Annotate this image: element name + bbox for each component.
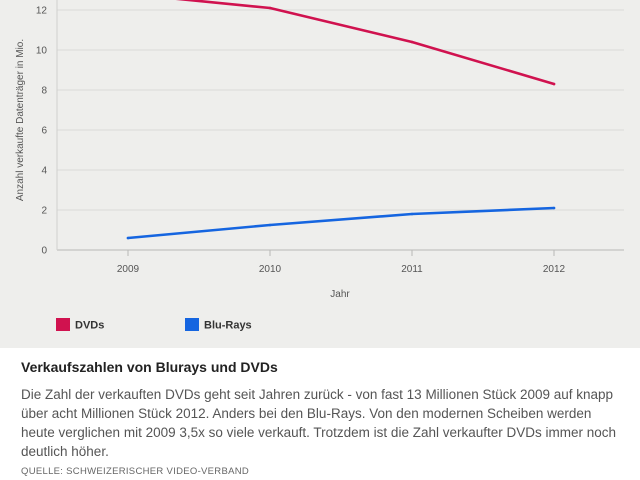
line-chart: 0 2 4 6 8 10 12 2009 2010 2011 2012 Jahr Anzahl verk… <box>15 0 624 332</box>
y-tick-label: 0 <box>41 246 47 257</box>
caption-text: Die Zahl der verkauften DVDs geht seit J… <box>21 387 617 459</box>
y-tick-label: 4 <box>41 166 47 177</box>
y-tick-label: 8 <box>41 86 47 97</box>
data-point-dvds <box>268 6 272 10</box>
caption-title: Verkaufszahlen von Blurays und DVDs <box>21 359 278 375</box>
legend-label: DVDs <box>75 320 104 332</box>
data-point-blu-rays <box>410 212 414 216</box>
data-point-dvds <box>552 82 556 86</box>
caption-source: QUELLE: SCHWEIZERISCHER VIDEO-VERBAND <box>21 466 250 477</box>
x-tick-label: 2012 <box>543 264 566 275</box>
data-point-dvds <box>410 40 414 44</box>
data-point-blu-rays <box>126 236 130 240</box>
data-point-blu-rays <box>552 206 556 210</box>
caption-panel: Verkaufszahlen von Blurays und DVDs Die … <box>0 348 640 480</box>
y-axis-title: Anzahl verkaufte Datenträger in Mio. <box>15 39 26 201</box>
x-tick-label: 2011 <box>401 264 423 275</box>
chart-panel: 0 2 4 6 8 10 12 2009 2010 2011 2012 Jahr Anzahl verk… <box>0 0 640 348</box>
data-point-blu-rays <box>268 223 272 227</box>
x-tick-label: 2009 <box>117 264 140 275</box>
x-tick-label: 2010 <box>259 264 282 275</box>
y-tick-label: 12 <box>36 6 48 17</box>
legend-label: Blu-Rays <box>204 320 252 332</box>
legend-swatch <box>56 318 70 331</box>
series-line-blu-rays <box>126 206 556 240</box>
series-line-dvds <box>175 0 556 86</box>
y-tick-label: 6 <box>41 126 47 137</box>
legend-swatch <box>185 318 199 331</box>
y-tick-label: 10 <box>36 46 48 57</box>
y-tick-label: 2 <box>41 206 47 217</box>
x-axis-title: Jahr <box>330 289 350 300</box>
